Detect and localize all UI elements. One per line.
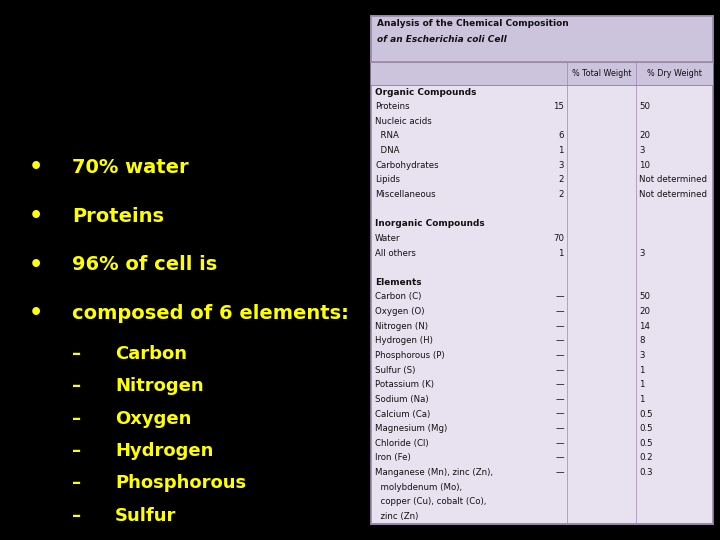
Text: Sulfur (S): Sulfur (S) — [375, 366, 415, 375]
Text: —: — — [555, 380, 564, 389]
Text: Sulfur: Sulfur — [115, 507, 176, 525]
Text: 0.3: 0.3 — [639, 468, 653, 477]
Text: 3: 3 — [558, 161, 564, 170]
Text: —: — — [555, 468, 564, 477]
Text: Proteins: Proteins — [375, 102, 410, 111]
Text: —: — — [555, 395, 564, 404]
Text: 50: 50 — [639, 293, 650, 301]
Text: 0.5: 0.5 — [639, 424, 653, 433]
Text: Nitrogen (N): Nitrogen (N) — [375, 322, 428, 330]
Text: —: — — [555, 454, 564, 462]
Text: Calcium (Ca): Calcium (Ca) — [375, 409, 431, 418]
Text: —: — — [555, 322, 564, 330]
Text: DNA: DNA — [375, 146, 400, 155]
Text: % Dry Weight: % Dry Weight — [647, 69, 702, 78]
Text: Magnesium (Mg): Magnesium (Mg) — [375, 424, 447, 433]
Text: 1: 1 — [639, 380, 645, 389]
Text: —: — — [555, 409, 564, 418]
Text: —: — — [555, 351, 564, 360]
Text: 0.5: 0.5 — [639, 409, 653, 418]
Text: —: — — [555, 336, 564, 346]
Text: Carbohydrates: Carbohydrates — [375, 161, 438, 170]
Text: –: – — [72, 507, 81, 525]
Text: 1: 1 — [639, 366, 645, 375]
Text: 3: 3 — [639, 146, 645, 155]
Text: Iron (Fe): Iron (Fe) — [375, 454, 411, 462]
Text: •: • — [29, 157, 43, 178]
Text: 1: 1 — [558, 146, 564, 155]
Text: –: – — [72, 442, 81, 460]
Text: 20: 20 — [639, 307, 650, 316]
Text: —: — — [555, 293, 564, 301]
Text: —: — — [555, 424, 564, 433]
Text: 10: 10 — [639, 161, 650, 170]
Text: —: — — [555, 439, 564, 448]
Text: Manganese (Mn), zinc (Zn),: Manganese (Mn), zinc (Zn), — [375, 468, 493, 477]
Text: Hydrogen: Hydrogen — [115, 442, 214, 460]
Text: 50: 50 — [639, 102, 650, 111]
Text: Carbon (C): Carbon (C) — [375, 293, 421, 301]
Text: Potassium (K): Potassium (K) — [375, 380, 434, 389]
Text: Not determined: Not determined — [639, 190, 708, 199]
Text: –: – — [72, 474, 81, 492]
Text: Carbon: Carbon — [115, 345, 187, 363]
Text: –: – — [72, 377, 81, 395]
Text: 0.2: 0.2 — [639, 454, 653, 462]
Text: 1: 1 — [639, 395, 645, 404]
Text: –: – — [72, 409, 81, 428]
Text: •: • — [29, 254, 43, 275]
Text: Phosphorous (P): Phosphorous (P) — [375, 351, 445, 360]
Text: copper (Cu), cobalt (Co),: copper (Cu), cobalt (Co), — [375, 497, 487, 507]
Text: Lipids: Lipids — [375, 176, 400, 184]
Text: 0.5: 0.5 — [639, 439, 653, 448]
Text: of an Escherichia coli Cell: of an Escherichia coli Cell — [377, 35, 506, 44]
Text: 8: 8 — [639, 336, 645, 346]
Text: 1: 1 — [558, 248, 564, 258]
Text: —: — — [555, 307, 564, 316]
Text: Analysis of the Chemical Composition: Analysis of the Chemical Composition — [377, 19, 568, 28]
Text: Elements: Elements — [375, 278, 422, 287]
Text: zinc (Zn): zinc (Zn) — [375, 512, 418, 521]
Text: Not determined: Not determined — [639, 176, 708, 184]
Text: –: – — [72, 345, 81, 363]
Text: Miscellaneous: Miscellaneous — [375, 190, 436, 199]
Text: RNA: RNA — [375, 132, 399, 140]
Text: 20: 20 — [639, 132, 650, 140]
Text: Chloride (Cl): Chloride (Cl) — [375, 439, 428, 448]
Text: Phosphorous: Phosphorous — [115, 474, 246, 492]
Text: 70: 70 — [553, 234, 564, 243]
Text: Sodium (Na): Sodium (Na) — [375, 395, 428, 404]
Text: 14: 14 — [639, 322, 650, 330]
Text: 2: 2 — [558, 176, 564, 184]
Text: •: • — [29, 303, 43, 323]
Text: Inorganic Compounds: Inorganic Compounds — [375, 219, 485, 228]
Text: All others: All others — [375, 248, 416, 258]
Text: Proteins: Proteins — [72, 206, 164, 226]
Text: •: • — [29, 206, 43, 226]
Text: 3: 3 — [639, 351, 645, 360]
Text: Hydrogen (H): Hydrogen (H) — [375, 336, 433, 346]
Text: 6: 6 — [558, 132, 564, 140]
Text: 96% of cell is: 96% of cell is — [72, 255, 217, 274]
Text: —: — — [555, 366, 564, 375]
Text: Oxygen (O): Oxygen (O) — [375, 307, 425, 316]
Text: Water: Water — [375, 234, 400, 243]
Text: Nucleic acids: Nucleic acids — [375, 117, 432, 126]
Text: molybdenum (Mo),: molybdenum (Mo), — [375, 483, 462, 492]
Text: % Total Weight: % Total Weight — [572, 69, 631, 78]
Text: Organic Compounds: Organic Compounds — [375, 87, 477, 97]
Text: composed of 6 elements:: composed of 6 elements: — [72, 303, 349, 323]
Text: Oxygen: Oxygen — [115, 409, 192, 428]
Text: 2: 2 — [558, 190, 564, 199]
Text: 70% water: 70% water — [72, 158, 189, 177]
Text: 15: 15 — [553, 102, 564, 111]
Text: Nitrogen: Nitrogen — [115, 377, 204, 395]
Text: 3: 3 — [639, 248, 645, 258]
